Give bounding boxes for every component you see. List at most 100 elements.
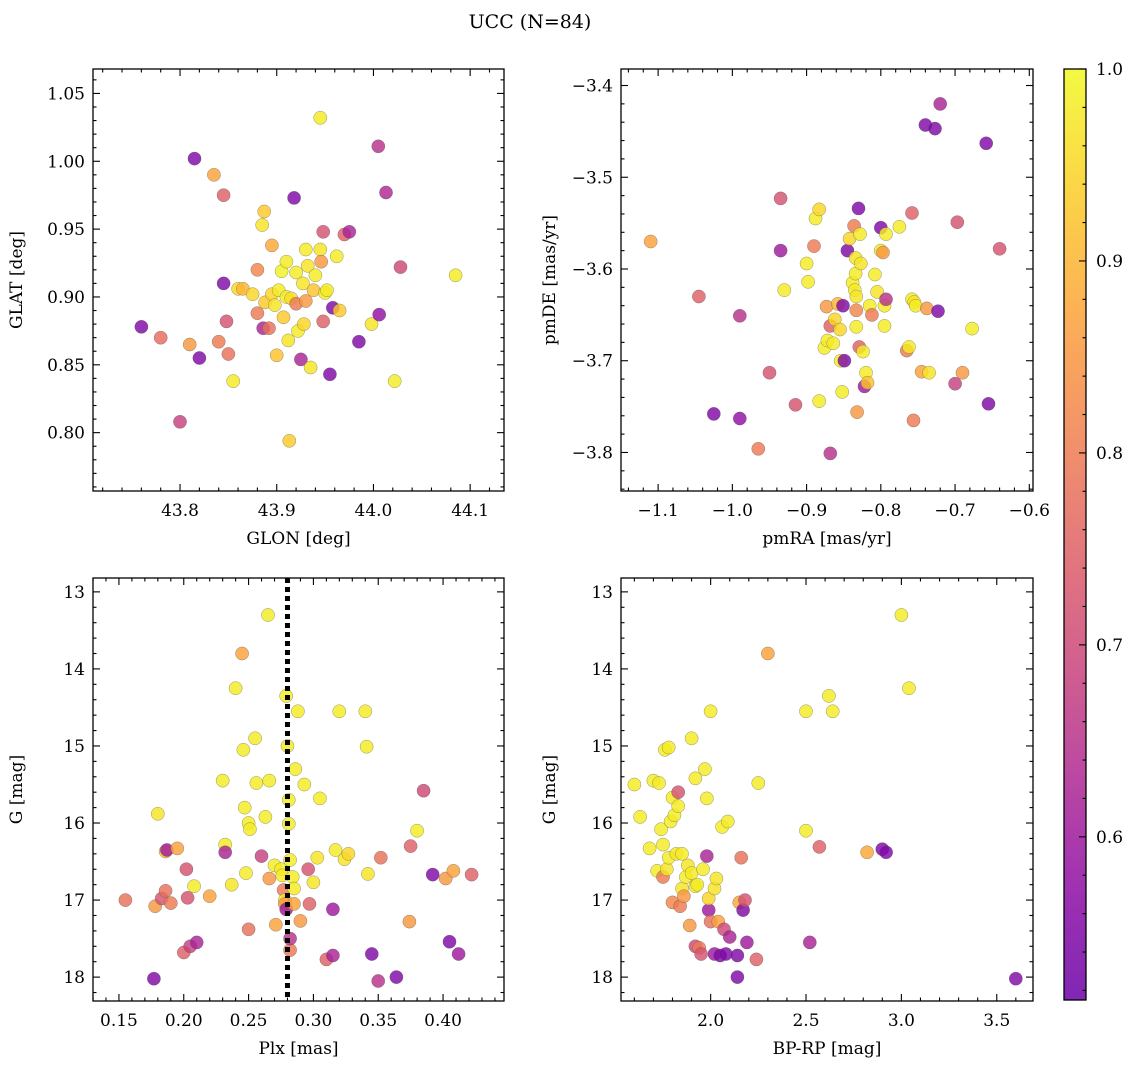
y-tick-label: 1.00: [47, 152, 85, 172]
scatter-point: [722, 930, 737, 944]
scatter-point: [773, 191, 788, 206]
scatter-point: [269, 348, 284, 363]
scatter-point: [671, 799, 686, 813]
scatter-point: [153, 330, 168, 345]
scatter-point: [287, 191, 301, 205]
x-tick-label: 0.30: [294, 1011, 332, 1031]
scatter-point: [706, 407, 721, 421]
axes-frame: [620, 577, 1034, 1002]
scatter-point: [694, 947, 708, 961]
scatter-point: [283, 853, 297, 867]
x-tick-label: 2.5: [792, 1011, 819, 1031]
scatter-point: [279, 254, 294, 269]
scatter-point: [812, 202, 827, 217]
y-tick-label: −3.8: [572, 443, 613, 463]
scatter-point: [289, 265, 303, 280]
x-tick-label: 43.8: [161, 501, 199, 521]
scatter-point: [425, 867, 440, 882]
plx-panel: 0.15 0.20 0.25 0.30 0.35 0.40 13 14 15 16 17 18 Plx …: [7, 577, 505, 1059]
scatter-point: [296, 317, 311, 331]
x-axis-label: BP-RP [mag]: [773, 1039, 882, 1059]
scatter-point: [860, 845, 874, 860]
scatter-point: [451, 947, 466, 961]
scatter-point: [215, 773, 230, 788]
y-tick-label: 16: [63, 814, 85, 834]
axes-frame: [620, 68, 1034, 492]
x-tick-label: 0.20: [165, 1011, 203, 1031]
x-tick-label: 0.25: [230, 1011, 268, 1031]
x-tick-label: 0.35: [359, 1011, 397, 1031]
scatter-point: [254, 849, 269, 863]
scatter-point: [410, 823, 424, 838]
y-tick-label: 0.90: [47, 288, 85, 308]
scatter-point: [732, 411, 747, 426]
scatter-point: [245, 287, 260, 302]
scatter-point: [182, 337, 197, 352]
scatter-points: [627, 608, 1023, 986]
scatter-point: [865, 308, 879, 322]
x-tick-label: 43.9: [258, 501, 296, 521]
y-axis-label: pmDE [mas/yr]: [540, 215, 560, 345]
scatter-point: [692, 289, 706, 304]
scatter-point: [313, 242, 328, 257]
scatter-point: [235, 646, 249, 661]
scatter-point: [879, 227, 893, 241]
y-tick-label: 18: [63, 968, 85, 988]
x-tick-label: −1.0: [712, 501, 753, 521]
scatter-point: [446, 863, 461, 878]
scatter-point: [448, 268, 463, 283]
scatter-point: [948, 376, 962, 391]
scatter-point: [296, 276, 310, 291]
scatter-point: [738, 893, 752, 907]
scatter-point: [402, 914, 417, 929]
scatter-point: [262, 773, 277, 788]
scatter-point: [202, 889, 217, 904]
scatter-point: [255, 218, 270, 232]
scatter-point: [249, 776, 264, 790]
x-tick-label: 44.1: [451, 501, 489, 521]
scatter-point: [211, 334, 226, 349]
scatter-point: [316, 314, 331, 329]
scatter-point: [257, 204, 272, 219]
scatter-point: [643, 234, 658, 249]
scatter-point: [293, 914, 308, 928]
y-tick-label: 0.80: [47, 424, 85, 444]
y-tick-label: 13: [63, 583, 85, 603]
scatter-point: [675, 846, 689, 861]
scatter-point: [371, 974, 386, 988]
y-tick-label: −3.7: [572, 352, 613, 372]
scatter-point: [761, 646, 775, 661]
scatter-point: [265, 238, 279, 253]
scatter-point: [258, 810, 273, 824]
scatter-point: [877, 319, 892, 333]
scatter-point: [928, 121, 942, 136]
x-axis-label: pmRA [mas/yr]: [762, 529, 891, 549]
scatter-point: [291, 704, 305, 719]
scatter-point: [642, 841, 657, 856]
scatter-point: [751, 441, 766, 456]
y-tick-label: 13: [591, 583, 613, 603]
scatter-point: [300, 258, 315, 273]
scatter-point: [684, 731, 699, 746]
scatter-points: [134, 110, 463, 448]
scatter-point: [189, 935, 204, 950]
scatter-point: [902, 681, 916, 696]
scatter-point: [661, 740, 676, 755]
x-tick-label: −0.7: [934, 501, 975, 521]
scatter-point: [239, 866, 253, 880]
scatter-point: [870, 285, 884, 299]
scatter-point: [1008, 971, 1023, 986]
y-tick-label: −3.6: [572, 260, 613, 280]
scatter-point: [730, 948, 745, 963]
scatter-point: [819, 299, 834, 314]
scatter-point: [671, 785, 686, 800]
scatter-point: [192, 351, 207, 365]
scatter-point: [281, 333, 296, 348]
scatter-point: [219, 314, 234, 329]
scatter-point: [799, 823, 813, 838]
scatter-point: [328, 843, 343, 857]
scatter-point: [652, 776, 666, 790]
x-tick-label: −0.9: [786, 501, 827, 521]
scatter-point: [298, 294, 313, 308]
y-tick-label: 14: [591, 660, 613, 680]
